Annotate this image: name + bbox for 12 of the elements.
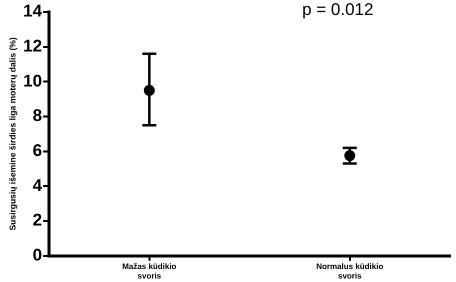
y-tick-label: 2 [32,210,42,230]
y-tick-label: 8 [32,106,42,126]
y-tick-label: 6 [32,141,42,160]
y-tick-label: 14 [23,2,43,21]
y-tick-label: 0 [32,245,42,264]
x-tick-label: Normalus kūdikio svoris [316,262,384,280]
y-tick-label: 12 [23,36,42,56]
y-tick-label: 10 [23,71,42,90]
y-tick-label: 4 [32,176,43,195]
y-axis-title: Susirgusių išemine širdies liga moterų dalis (%) [7,37,18,230]
annotation: p = 0.012 [302,0,374,20]
x-tick-label: Mažas kūdikio svoris [122,262,177,280]
